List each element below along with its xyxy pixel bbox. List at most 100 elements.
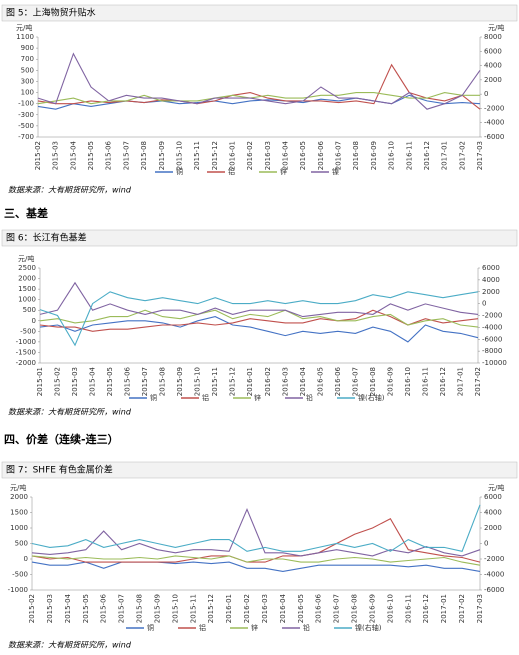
x-tick-label: 2017-02	[458, 141, 466, 170]
x-tick-label: 2017-03	[476, 594, 484, 623]
x-tick-label: 2016-02	[243, 594, 251, 623]
y2-tick-label: -2000	[484, 555, 504, 563]
y2-tick-label: 4000	[482, 276, 500, 284]
legend-label: 锌	[280, 167, 287, 176]
y-tick-label: 1000	[18, 296, 36, 304]
y2-tick-label: -4000	[484, 571, 504, 579]
legend-label: 铜	[176, 167, 183, 176]
section-heading: 三、基差	[4, 206, 48, 220]
y-tick-label: 700	[21, 55, 34, 63]
x-tick-label: 2015-04	[64, 593, 72, 623]
y-tick-label: -500	[12, 571, 28, 579]
caption-box	[1, 229, 518, 247]
x-tick-label: 2015-02	[54, 367, 62, 396]
y2-tick-label: 6000	[484, 493, 502, 501]
x-tick-label: 2016-10	[388, 141, 396, 170]
y-tick-label: 1100	[16, 33, 34, 41]
y2-tick-label: -4000	[484, 119, 504, 127]
y-tick-label: -500	[20, 327, 36, 335]
caption-box	[1, 4, 518, 22]
chart-caption: 图 6：长江有色基差	[6, 232, 87, 244]
y-tick-label: -300	[18, 111, 34, 119]
x-tick-label: 2015-12	[211, 141, 219, 170]
x-tick-label: 2016-01	[246, 367, 254, 396]
y2-axis-label: 元/吨	[488, 483, 504, 492]
x-tick-label: 2015-11	[193, 141, 201, 170]
y2-tick-label: 0	[484, 90, 488, 98]
y-tick-label: 100	[21, 89, 34, 97]
y-tick-label: 2500	[18, 264, 36, 272]
x-tick-label: 2015-09	[158, 141, 166, 170]
x-tick-label: 2016-06	[317, 140, 325, 170]
legend-label: 锌	[251, 623, 258, 632]
y2-tick-label: 0	[482, 300, 486, 308]
x-tick-label: 2015-06	[100, 593, 108, 623]
x-tick-label: 2015-11	[211, 367, 219, 396]
x-tick-label: 2017-03	[476, 141, 484, 170]
y-tick-label: 1500	[10, 509, 28, 517]
x-tick-label: 2015-05	[82, 594, 90, 623]
x-tick-label: 2017-02	[458, 594, 466, 623]
x-tick-label: 2015-07	[122, 141, 130, 170]
y-tick-label: 900	[21, 44, 34, 52]
legend-label: 铅	[306, 393, 313, 402]
x-tick-label: 2015-09	[153, 594, 161, 623]
y-tick-label: 1000	[10, 524, 28, 532]
x-tick-label: 2015-10	[194, 367, 202, 396]
y-tick-label: 300	[21, 77, 34, 85]
x-tick-label: 2015-06	[124, 366, 132, 396]
y-tick-label: 500	[21, 66, 34, 74]
series-line	[39, 281, 479, 318]
series-line	[31, 561, 481, 572]
x-tick-label: 2015-05	[87, 141, 95, 170]
x-tick-label: 2015-03	[71, 367, 79, 396]
y2-tick-label: 8000	[484, 33, 502, 41]
x-tick-label: 2015-03	[46, 594, 54, 623]
y-axis-label: 元/吨	[16, 23, 32, 32]
y-tick-label: -1500	[16, 348, 36, 356]
y2-tick-label: -6000	[482, 335, 502, 343]
y-tick-label: -2000	[16, 359, 36, 367]
x-tick-label: 2016-03	[261, 594, 269, 623]
x-tick-label: 2016-11	[405, 141, 413, 170]
x-tick-label: 2015-05	[106, 367, 114, 396]
section-heading: 四、价差（连续-连三）	[4, 432, 119, 446]
x-tick-label: 2015-03	[52, 141, 60, 170]
y2-tick-label: 2000	[482, 288, 500, 296]
series-line	[37, 92, 480, 105]
x-tick-label: 2016-04	[279, 593, 287, 623]
x-tick-label: 2016-06	[315, 593, 323, 623]
y2-tick-label: 0	[484, 540, 488, 548]
x-tick-label: 2016-07	[333, 594, 341, 623]
x-tick-label: 2016-01	[228, 141, 236, 170]
legend-label: 铜	[147, 623, 154, 632]
y2-tick-label: 2000	[484, 524, 502, 532]
x-tick-label: 2016-02	[246, 141, 254, 170]
legend-label: 镍	[332, 167, 339, 176]
y2-tick-label: -2000	[484, 104, 504, 112]
x-tick-label: 2016-04	[282, 140, 290, 170]
x-tick-label: 2017-01	[441, 141, 449, 170]
x-tick-label: 2016-05	[297, 594, 305, 623]
series-line	[31, 555, 481, 566]
legend-label: 镍(右轴)	[355, 623, 382, 632]
x-tick-label: 2015-06	[105, 140, 113, 170]
y-tick-label: 0	[32, 317, 36, 325]
series-line	[31, 504, 481, 552]
x-tick-label: 2016-12	[422, 594, 430, 623]
legend-label: 铝	[228, 167, 235, 176]
legend-label: 铅	[303, 623, 310, 632]
y-tick-label: -700	[18, 133, 34, 141]
x-tick-label: 2017-01	[440, 594, 448, 623]
legend-label: 铝	[202, 393, 209, 402]
x-tick-label: 2016-08	[352, 141, 360, 170]
x-tick-label: 2015-08	[136, 594, 144, 623]
x-tick-label: 2016-05	[316, 367, 324, 396]
x-tick-label: 2016-04	[299, 366, 307, 396]
series-line	[39, 309, 479, 332]
y-tick-label: 500	[15, 540, 28, 548]
x-tick-label: 2016-10	[404, 367, 412, 396]
y2-tick-label: 6000	[484, 47, 502, 55]
caption-box	[1, 461, 518, 479]
